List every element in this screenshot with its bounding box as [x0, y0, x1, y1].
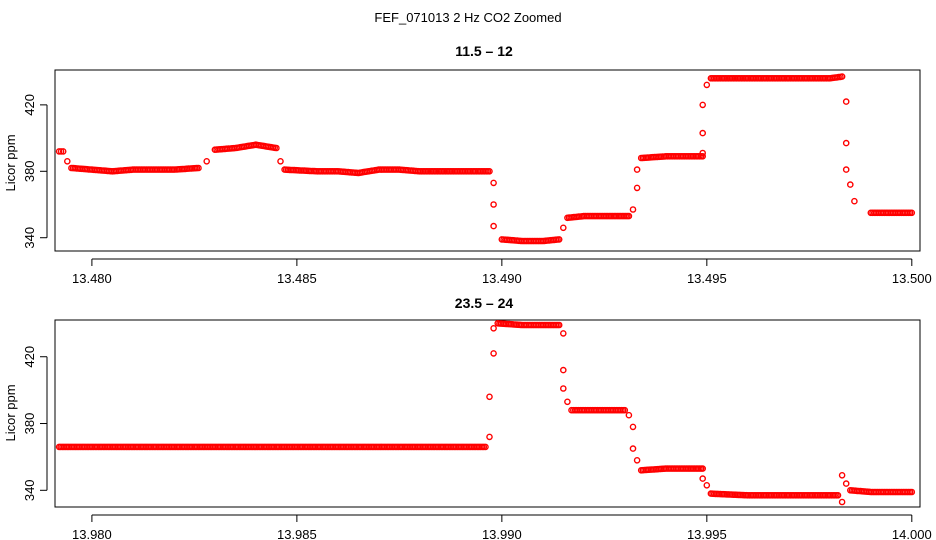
data-point [555, 321, 563, 329]
data-point [838, 73, 846, 80]
data-point [629, 423, 637, 431]
data-point [273, 144, 280, 152]
data-point [560, 366, 567, 374]
plot-frame [54, 319, 921, 508]
data-point [564, 398, 571, 406]
data-point [633, 184, 641, 192]
x-tick-label: 13.480 [72, 271, 112, 286]
x-tick-label: 14.000 [892, 527, 932, 540]
data-point [560, 224, 567, 232]
data-point [703, 481, 711, 489]
y-tick-label: 420 [22, 346, 37, 368]
data-point [490, 179, 497, 187]
x-tick-label: 13.485 [277, 271, 317, 286]
y-axis: 340 380 420 [22, 346, 48, 501]
data-point [625, 411, 633, 419]
data-point [486, 393, 493, 401]
data-point [621, 406, 629, 414]
data-point [842, 480, 850, 487]
x-tick-label: 13.490 [482, 271, 522, 286]
panel-top: 11.5 – 12 Licor ppm 13.480 13.485 13.490 13… [3, 43, 932, 286]
data-point [633, 456, 641, 464]
y-tick-label: 380 [22, 160, 37, 182]
data-point [699, 152, 707, 160]
data-point [486, 433, 493, 441]
data-point [699, 465, 707, 472]
data-point [482, 443, 489, 451]
data-points [55, 73, 916, 245]
y-tick-label: 420 [22, 94, 37, 116]
data-point [560, 330, 567, 337]
x-tick-label: 13.500 [892, 271, 932, 286]
panel-title: 11.5 – 12 [455, 43, 513, 59]
data-point [842, 166, 850, 173]
data-point [64, 157, 71, 165]
x-tick-label: 13.990 [482, 527, 522, 540]
data-point [490, 350, 497, 357]
x-tick-label: 13.985 [277, 527, 317, 540]
y-tick-label: 340 [22, 479, 37, 501]
x-tick-label: 13.980 [72, 527, 112, 540]
data-point [490, 324, 497, 332]
figure-title: FEF_071013 2 Hz CO2 Zoomed [374, 10, 561, 25]
data-point [277, 157, 284, 165]
data-point [57, 148, 65, 155]
data-point [490, 222, 497, 230]
panel-title: 23.5 – 24 [455, 295, 514, 311]
data-point [625, 212, 633, 220]
data-point [851, 197, 858, 205]
data-point [555, 236, 563, 243]
data-points [55, 319, 916, 506]
data-point [838, 471, 846, 479]
data-point [195, 164, 202, 172]
data-point [908, 488, 916, 496]
data-point [838, 498, 846, 506]
plot-frame [54, 69, 921, 252]
x-tick-label: 13.495 [687, 271, 727, 286]
x-axis: 13.980 13.985 13.990 13.995 14.000 [72, 514, 932, 540]
y-tick-label: 340 [22, 227, 37, 249]
data-point [629, 206, 637, 213]
data-point [703, 81, 711, 89]
data-point [59, 148, 67, 155]
data-point [633, 166, 641, 173]
data-point [560, 385, 567, 392]
data-point [699, 475, 707, 482]
data-point [486, 167, 493, 175]
y-axis: 340 380 420 [22, 94, 48, 249]
panel-bottom: 23.5 – 24 Licor ppm 13.980 13.985 13.990 13… [3, 295, 932, 540]
data-point [699, 149, 707, 157]
data-point [847, 181, 854, 188]
data-point [842, 98, 850, 105]
data-point [834, 491, 842, 499]
data-point [842, 139, 850, 147]
y-tick-label: 380 [22, 413, 37, 435]
y-axis-label: Licor ppm [3, 134, 18, 191]
x-tick-label: 13.995 [687, 527, 727, 540]
x-axis: 13.480 13.485 13.490 13.495 13.500 [72, 258, 932, 286]
data-point [908, 209, 916, 217]
data-point [203, 157, 210, 165]
data-point [699, 101, 707, 109]
data-point [490, 201, 497, 208]
data-point [699, 129, 707, 137]
data-point [629, 445, 637, 452]
y-axis-label: Licor ppm [3, 384, 18, 441]
